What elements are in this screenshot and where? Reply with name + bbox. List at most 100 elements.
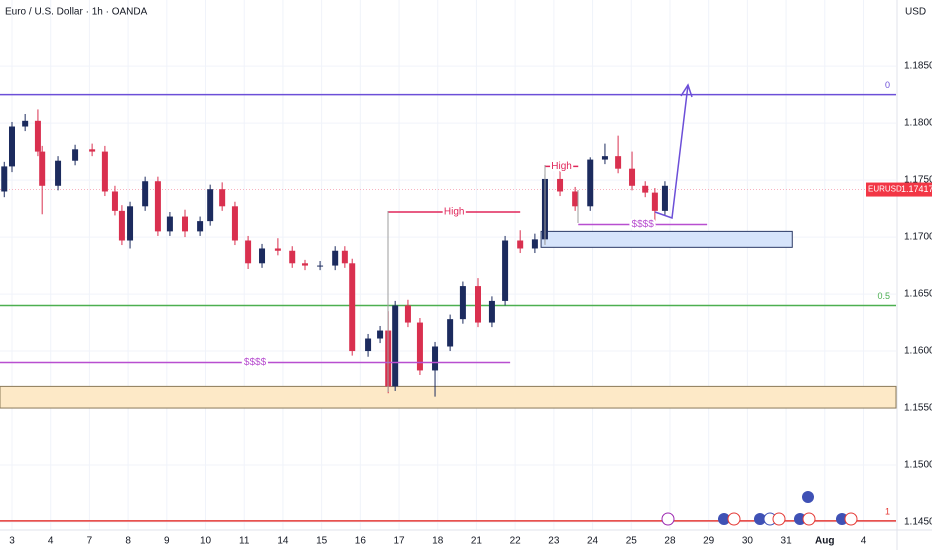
candle-body bbox=[531, 239, 538, 249]
x-tick-label: 28 bbox=[664, 536, 676, 547]
candle-body bbox=[317, 265, 324, 267]
event-icon bbox=[727, 512, 741, 526]
x-tick-label: 29 bbox=[703, 536, 715, 547]
axes: 1.18500 1.18000 1.17500 1.17000 1.16500 1.160… bbox=[9, 61, 932, 547]
candle-body bbox=[8, 126, 15, 167]
marker-label: $$$$ bbox=[632, 219, 655, 230]
event-icon bbox=[794, 513, 806, 525]
event-icon bbox=[802, 491, 814, 503]
candle-body bbox=[1, 166, 8, 192]
candle-body bbox=[154, 181, 161, 232]
candle-body bbox=[642, 185, 649, 193]
y-tick-label: 1.15000 bbox=[904, 460, 932, 471]
x-tick-label: 21 bbox=[471, 536, 483, 547]
candle-body bbox=[488, 300, 495, 323]
y-tick-label: 1.14500 bbox=[904, 517, 932, 528]
currency-label: USD bbox=[905, 7, 926, 18]
candle-body bbox=[572, 191, 579, 207]
candle-body bbox=[207, 189, 214, 222]
x-tick-label: 8 bbox=[125, 536, 131, 547]
x-tick-label: 23 bbox=[548, 536, 560, 547]
candle-body bbox=[392, 305, 399, 387]
x-tick-label: 22 bbox=[510, 536, 522, 547]
candle-body bbox=[166, 216, 173, 232]
level-label: 1 bbox=[885, 506, 890, 516]
x-tick-label: 18 bbox=[432, 536, 444, 547]
y-tick-label: 1.16500 bbox=[904, 289, 932, 300]
candle-body bbox=[245, 240, 252, 264]
candle-body bbox=[502, 240, 509, 301]
candle-body bbox=[142, 181, 149, 207]
candle-body bbox=[101, 151, 108, 192]
candle-body bbox=[651, 192, 658, 211]
candle-body bbox=[432, 346, 439, 371]
marker-label: High bbox=[551, 161, 572, 172]
levels: 00.51 bbox=[0, 80, 896, 522]
x-tick-label: Aug bbox=[815, 536, 834, 547]
candle-body bbox=[332, 250, 339, 266]
candle-body bbox=[55, 160, 62, 186]
zone bbox=[0, 385, 897, 409]
zone bbox=[540, 230, 793, 248]
x-tick-label: 3 bbox=[9, 536, 15, 547]
y-tick-label: 1.17500 bbox=[904, 175, 932, 186]
candle-body bbox=[474, 286, 481, 323]
candle-body bbox=[219, 189, 226, 207]
candle-body bbox=[182, 216, 189, 232]
candle-body bbox=[416, 322, 423, 371]
candle-body bbox=[341, 250, 348, 264]
last-price-symbol: EURUSD bbox=[868, 185, 902, 194]
candle-body bbox=[197, 221, 204, 232]
event-icon bbox=[718, 513, 730, 525]
candle-body bbox=[259, 248, 266, 264]
zones bbox=[0, 230, 897, 409]
level-label: 0.5 bbox=[877, 291, 890, 301]
y-tick-label: 1.16000 bbox=[904, 346, 932, 357]
candle-body bbox=[231, 206, 238, 241]
candle-body bbox=[587, 159, 594, 207]
candle-body bbox=[39, 151, 46, 186]
candle-body bbox=[34, 120, 41, 152]
candle-body bbox=[517, 240, 524, 249]
markers: High High $$$$ $$$$ bbox=[0, 159, 708, 370]
event-icons bbox=[661, 491, 858, 526]
event-icon bbox=[772, 512, 786, 526]
x-tick-label: 4 bbox=[861, 536, 867, 547]
candle-body bbox=[365, 338, 372, 352]
level-label: 0 bbox=[885, 80, 890, 90]
candle-body bbox=[447, 319, 454, 347]
x-tick-label: 25 bbox=[626, 536, 638, 547]
candle-body bbox=[289, 250, 296, 264]
x-tick-label: 16 bbox=[355, 536, 367, 547]
candle-body bbox=[301, 263, 308, 266]
candle-body bbox=[377, 330, 384, 339]
candle-body bbox=[274, 248, 281, 251]
event-icon bbox=[836, 513, 848, 525]
event-icon bbox=[802, 512, 816, 526]
x-tick-label: 17 bbox=[393, 536, 405, 547]
event-icon bbox=[661, 512, 675, 526]
candle-body bbox=[601, 156, 608, 160]
event-icon bbox=[844, 512, 858, 526]
x-tick-label: 14 bbox=[277, 536, 289, 547]
candle-body bbox=[127, 206, 134, 241]
candle-body bbox=[459, 286, 466, 320]
candle-body bbox=[89, 149, 96, 152]
x-tick-label: 9 bbox=[164, 536, 170, 547]
x-tick-label: 30 bbox=[742, 536, 754, 547]
candle-body bbox=[661, 185, 668, 211]
candle-body bbox=[72, 149, 79, 161]
candle-body bbox=[118, 210, 125, 241]
chart-title: Euro / U.S. Dollar · 1h · OANDA bbox=[5, 7, 148, 18]
y-tick-label: 1.17000 bbox=[904, 232, 932, 243]
x-tick-label: 10 bbox=[200, 536, 212, 547]
projection-arrow bbox=[654, 84, 689, 220]
candle-body bbox=[349, 263, 356, 352]
grid bbox=[0, 0, 896, 530]
y-tick-label: 1.15500 bbox=[904, 403, 932, 414]
candle-body bbox=[111, 191, 118, 211]
candle-body bbox=[404, 305, 411, 323]
